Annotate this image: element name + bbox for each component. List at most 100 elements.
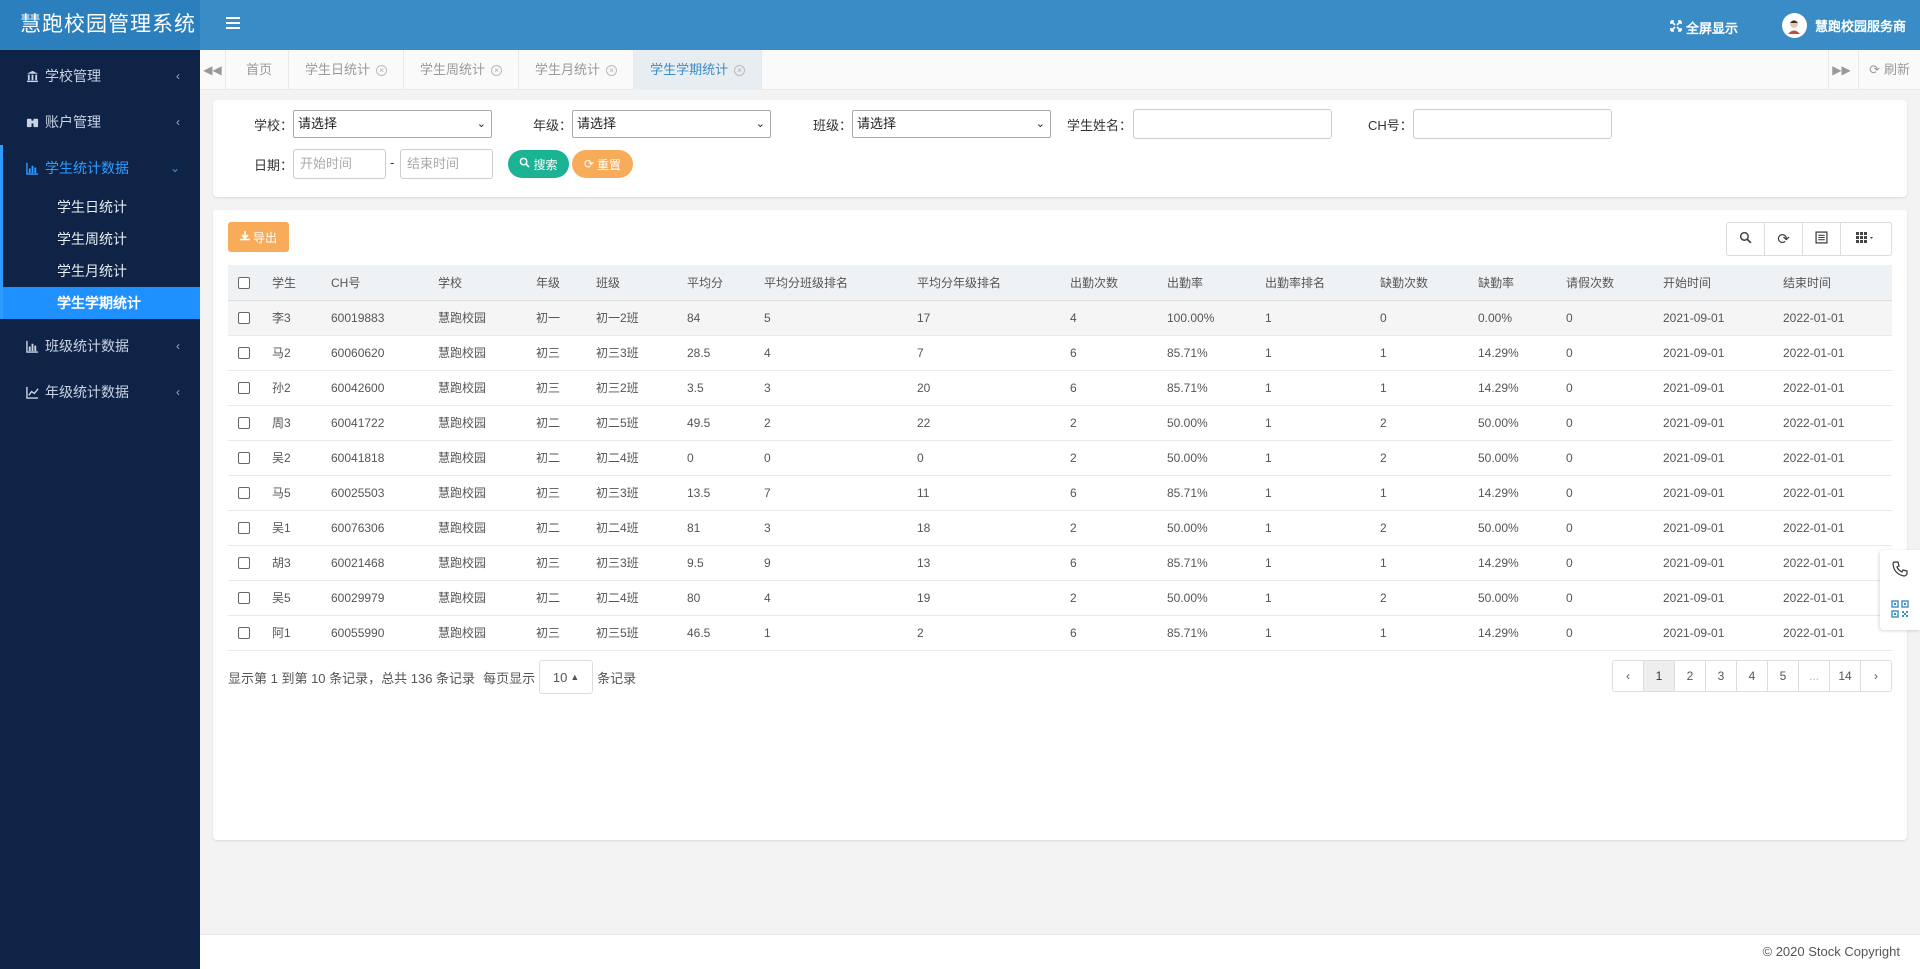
export-button[interactable]: 导出 — [228, 222, 289, 252]
page-size-dropdown[interactable]: 10 ▲ — [539, 660, 594, 694]
row-checkbox[interactable] — [238, 312, 250, 325]
row-checkbox-cell[interactable] — [228, 615, 262, 651]
page-1[interactable]: 1 — [1643, 660, 1675, 692]
row-checkbox[interactable] — [238, 487, 250, 500]
column-header[interactable]: 学校 — [428, 265, 526, 301]
row-checkbox-cell[interactable] — [228, 440, 262, 476]
table-row[interactable]: 吴5 60029979 慧跑校园 初二 初二4班 80 4 19 2 50.00% 1 2 50.00%… — [228, 580, 1892, 616]
table-row[interactable]: 马5 60025503 慧跑校园 初三 初三3班 13.5 7 11 6 85.71% 1 1 14.2… — [228, 475, 1892, 511]
column-header[interactable]: 平均分班级排名 — [754, 265, 907, 301]
table-refresh-button[interactable]: ⟳ — [1764, 222, 1803, 256]
school-select[interactable]: 请选择 ⌄ — [293, 110, 492, 138]
start-date-input[interactable]: 开始时间 — [293, 149, 386, 179]
grade-select[interactable]: 请选择 ⌄ — [572, 110, 771, 138]
sidebar-subitem-weekly[interactable]: 学生周统计 — [57, 231, 127, 247]
sidebar-item-grade-stats[interactable]: 年级统计数据 ‹ — [0, 369, 200, 415]
row-checkbox[interactable] — [238, 557, 250, 570]
close-icon[interactable]: × — [606, 64, 618, 76]
page-next[interactable]: › — [1860, 660, 1892, 692]
column-header[interactable]: 学生 — [262, 265, 321, 301]
row-checkbox-cell[interactable] — [228, 545, 262, 581]
sidebar-item-class-stats[interactable]: 班级统计数据 ‹ — [0, 323, 200, 369]
close-icon[interactable]: × — [376, 64, 388, 76]
select-all-checkbox[interactable] — [238, 277, 250, 290]
table-row[interactable]: 吴2 60041818 慧跑校园 初二 初二4班 0 0 0 2 50.00% 1 2 50.00% 0 2… — [228, 440, 1892, 476]
page-2[interactable]: 2 — [1674, 660, 1706, 692]
tabs-scroll-left-icon[interactable]: ◀◀ — [200, 50, 226, 90]
row-checkbox[interactable] — [238, 592, 250, 605]
row-checkbox-cell[interactable] — [228, 300, 262, 336]
column-header[interactable]: 平均分 — [677, 265, 754, 301]
table-row[interactable]: 阿1 60055990 慧跑校园 初三 初三5班 46.5 1 2 6 85.71% 1 1 14.29… — [228, 615, 1892, 651]
table-columns-button[interactable] — [1840, 222, 1892, 256]
column-header[interactable]: 年级 — [526, 265, 586, 301]
column-header[interactable]: 平均分年级排名 — [907, 265, 1060, 301]
table-cell: 60076306 — [321, 510, 428, 546]
column-header[interactable]: 出勤率排名 — [1255, 265, 1370, 301]
tab-semester[interactable]: 学生学期统计 × — [634, 50, 763, 90]
table-search-button[interactable] — [1726, 222, 1765, 256]
page-5[interactable]: 5 — [1767, 660, 1799, 692]
sidebar-subitem-daily[interactable]: 学生日统计 — [57, 199, 127, 215]
table-row[interactable]: 周3 60041722 慧跑校园 初二 初二5班 49.5 2 22 2 50.00% 1 2 50.0… — [228, 405, 1892, 441]
row-checkbox-cell[interactable] — [228, 405, 262, 441]
menu-toggle-icon[interactable] — [226, 17, 240, 31]
tab-monthly[interactable]: 学生月统计 × — [519, 50, 635, 90]
table-row[interactable]: 吴1 60076306 慧跑校园 初二 初二4班 81 3 18 2 50.00% 1 2 50.00%… — [228, 510, 1892, 546]
page-14[interactable]: 14 — [1829, 660, 1861, 692]
reset-button[interactable]: ⟳ 重置 — [572, 150, 633, 178]
ch-input[interactable] — [1413, 109, 1612, 139]
row-checkbox[interactable] — [238, 522, 250, 535]
close-icon[interactable]: × — [734, 64, 746, 76]
row-checkbox[interactable] — [238, 347, 250, 360]
column-header[interactable]: CH号 — [321, 265, 428, 301]
column-header[interactable]: 请假次数 — [1556, 265, 1653, 301]
column-header[interactable]: 结束时间 — [1773, 265, 1892, 301]
fullscreen-button[interactable]: 全屏显示 — [1670, 18, 1738, 37]
sidebar-item-account[interactable]: 账户管理 ‹ — [0, 99, 200, 145]
user-menu[interactable]: 慧跑校园服务商 — [1781, 13, 1906, 38]
tab-home[interactable]: 首页 — [230, 50, 290, 90]
row-checkbox[interactable] — [238, 627, 250, 640]
sidebar-subitem-monthly[interactable]: 学生月统计 — [57, 263, 127, 279]
column-header[interactable]: 班级 — [586, 265, 677, 301]
table-row[interactable]: 胡3 60021468 慧跑校园 初三 初三3班 9.5 9 13 6 85.71% 1 1 14.29… — [228, 545, 1892, 581]
student-name-input[interactable] — [1133, 109, 1332, 139]
table-row[interactable]: 孙2 60042600 慧跑校园 初三 初三2班 3.5 3 20 6 85.71% 1 1 14.29… — [228, 370, 1892, 406]
class-select[interactable]: 请选择 ⌄ — [852, 110, 1051, 138]
select-all-checkbox-cell[interactable] — [228, 265, 262, 301]
row-checkbox-cell[interactable] — [228, 335, 262, 371]
column-header[interactable]: 出勤次数 — [1060, 265, 1157, 301]
sidebar-item-student-stats[interactable]: 学生统计数据 ⌄ — [0, 145, 200, 191]
end-date-input[interactable]: 结束时间 — [400, 149, 493, 179]
column-header[interactable]: 缺勤次数 — [1370, 265, 1468, 301]
sidebar-subitem-semester[interactable]: 学生学期统计 — [3, 287, 200, 319]
page-4[interactable]: 4 — [1736, 660, 1768, 692]
tabs-scroll-right-icon[interactable]: ▶▶ — [1828, 50, 1854, 90]
footer: © 2020 Stock Copyright — [200, 934, 1920, 969]
column-header[interactable]: 缺勤率 — [1468, 265, 1556, 301]
date-label: 日期： — [254, 158, 294, 173]
row-checkbox-cell[interactable] — [228, 580, 262, 616]
refresh-button[interactable]: ⟳ 刷新 — [1858, 50, 1910, 90]
tab-weekly[interactable]: 学生周统计 × — [404, 50, 520, 90]
row-checkbox-cell[interactable] — [228, 475, 262, 511]
page-prev[interactable]: ‹ — [1612, 660, 1644, 692]
qrcode-button[interactable] — [1880, 590, 1920, 630]
phone-button[interactable] — [1880, 550, 1920, 590]
table-toggle-view-button[interactable] — [1802, 222, 1841, 256]
table-row[interactable]: 马2 60060620 慧跑校园 初三 初三3班 28.5 4 7 6 85.71% 1 1 14.29… — [228, 335, 1892, 371]
page-3[interactable]: 3 — [1705, 660, 1737, 692]
table-row[interactable]: 李3 60019883 慧跑校园 初一 初一2班 84 5 17 4 100.00% 1 0 0.00%… — [228, 300, 1892, 336]
close-icon[interactable]: × — [491, 64, 503, 76]
column-header[interactable]: 出勤率 — [1157, 265, 1255, 301]
column-header[interactable]: 开始时间 — [1653, 265, 1773, 301]
sidebar-item-school[interactable]: 学校管理 ‹ — [0, 53, 200, 99]
row-checkbox-cell[interactable] — [228, 510, 262, 546]
row-checkbox[interactable] — [238, 452, 250, 465]
tab-daily[interactable]: 学生日统计 × — [289, 50, 405, 90]
row-checkbox[interactable] — [238, 382, 250, 395]
search-button[interactable]: 搜索 — [508, 150, 569, 178]
row-checkbox-cell[interactable] — [228, 370, 262, 406]
row-checkbox[interactable] — [238, 417, 250, 430]
